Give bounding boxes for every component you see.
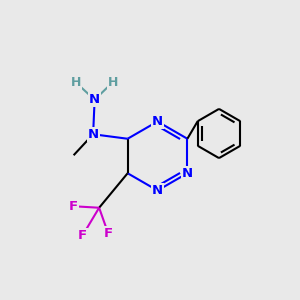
- Text: H: H: [107, 76, 118, 89]
- Text: N: N: [88, 128, 99, 141]
- Text: H: H: [70, 76, 81, 89]
- Text: N: N: [152, 184, 163, 197]
- Text: N: N: [152, 115, 163, 128]
- Text: N: N: [89, 93, 100, 106]
- Text: F: F: [78, 229, 87, 242]
- Text: F: F: [103, 227, 113, 240]
- Text: N: N: [182, 167, 193, 180]
- Text: F: F: [69, 200, 78, 213]
